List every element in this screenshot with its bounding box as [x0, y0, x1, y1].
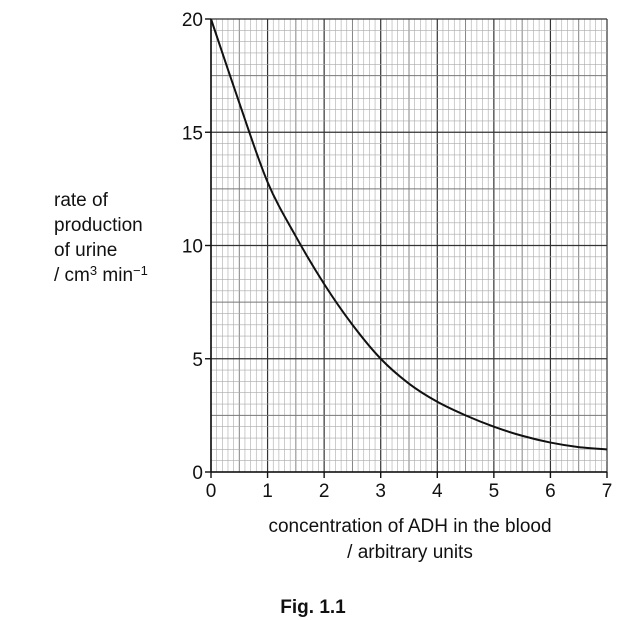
x-tick-label: 4 — [432, 481, 443, 502]
grid — [210, 18, 608, 473]
x-tick-label: 6 — [545, 481, 556, 502]
data-curve — [210, 18, 608, 451]
x-tick-label: 1 — [262, 481, 273, 502]
x-tick-label: 5 — [489, 481, 500, 502]
y-axis-label-line3: of urine — [54, 240, 118, 261]
figure-caption: Fig. 1.1 — [280, 597, 346, 618]
y-tick-label: 0 — [192, 463, 203, 484]
series — [210, 18, 608, 451]
y-axis-label-line1: rate of — [54, 190, 108, 211]
x-axis-label-line1: concentration of ADH in the blood — [268, 516, 552, 537]
x-tick-label: 3 — [375, 481, 386, 502]
tick-labels: 0 1 2 3 4 5 6 7 0 5 10 15 20 — [182, 10, 612, 502]
y-axis-unit: / cm3 min−1 — [54, 263, 148, 288]
y-unit-prefix: / cm — [54, 265, 90, 286]
y-tick-label: 15 — [182, 123, 203, 144]
y-unit-sup: 3 — [89, 263, 98, 278]
y-axis-label: rate of production of urine / cm3 min−1 — [54, 188, 148, 288]
x-axis-label-line2: / arbitrary units — [347, 542, 473, 563]
x-tick-label: 0 — [206, 481, 217, 502]
x-axis-label: concentration of ADH in the blood / arbi… — [210, 514, 610, 566]
x-tick-label: 7 — [602, 481, 613, 502]
y-unit-sup2: −1 — [133, 263, 148, 278]
y-tick-label: 10 — [182, 237, 203, 258]
y-tick-label: 20 — [182, 10, 203, 31]
y-axis-label-line2: production — [54, 215, 143, 236]
y-unit-mid: min — [97, 265, 134, 286]
y-tick-label: 5 — [192, 350, 203, 371]
x-tick-label: 2 — [319, 481, 330, 502]
